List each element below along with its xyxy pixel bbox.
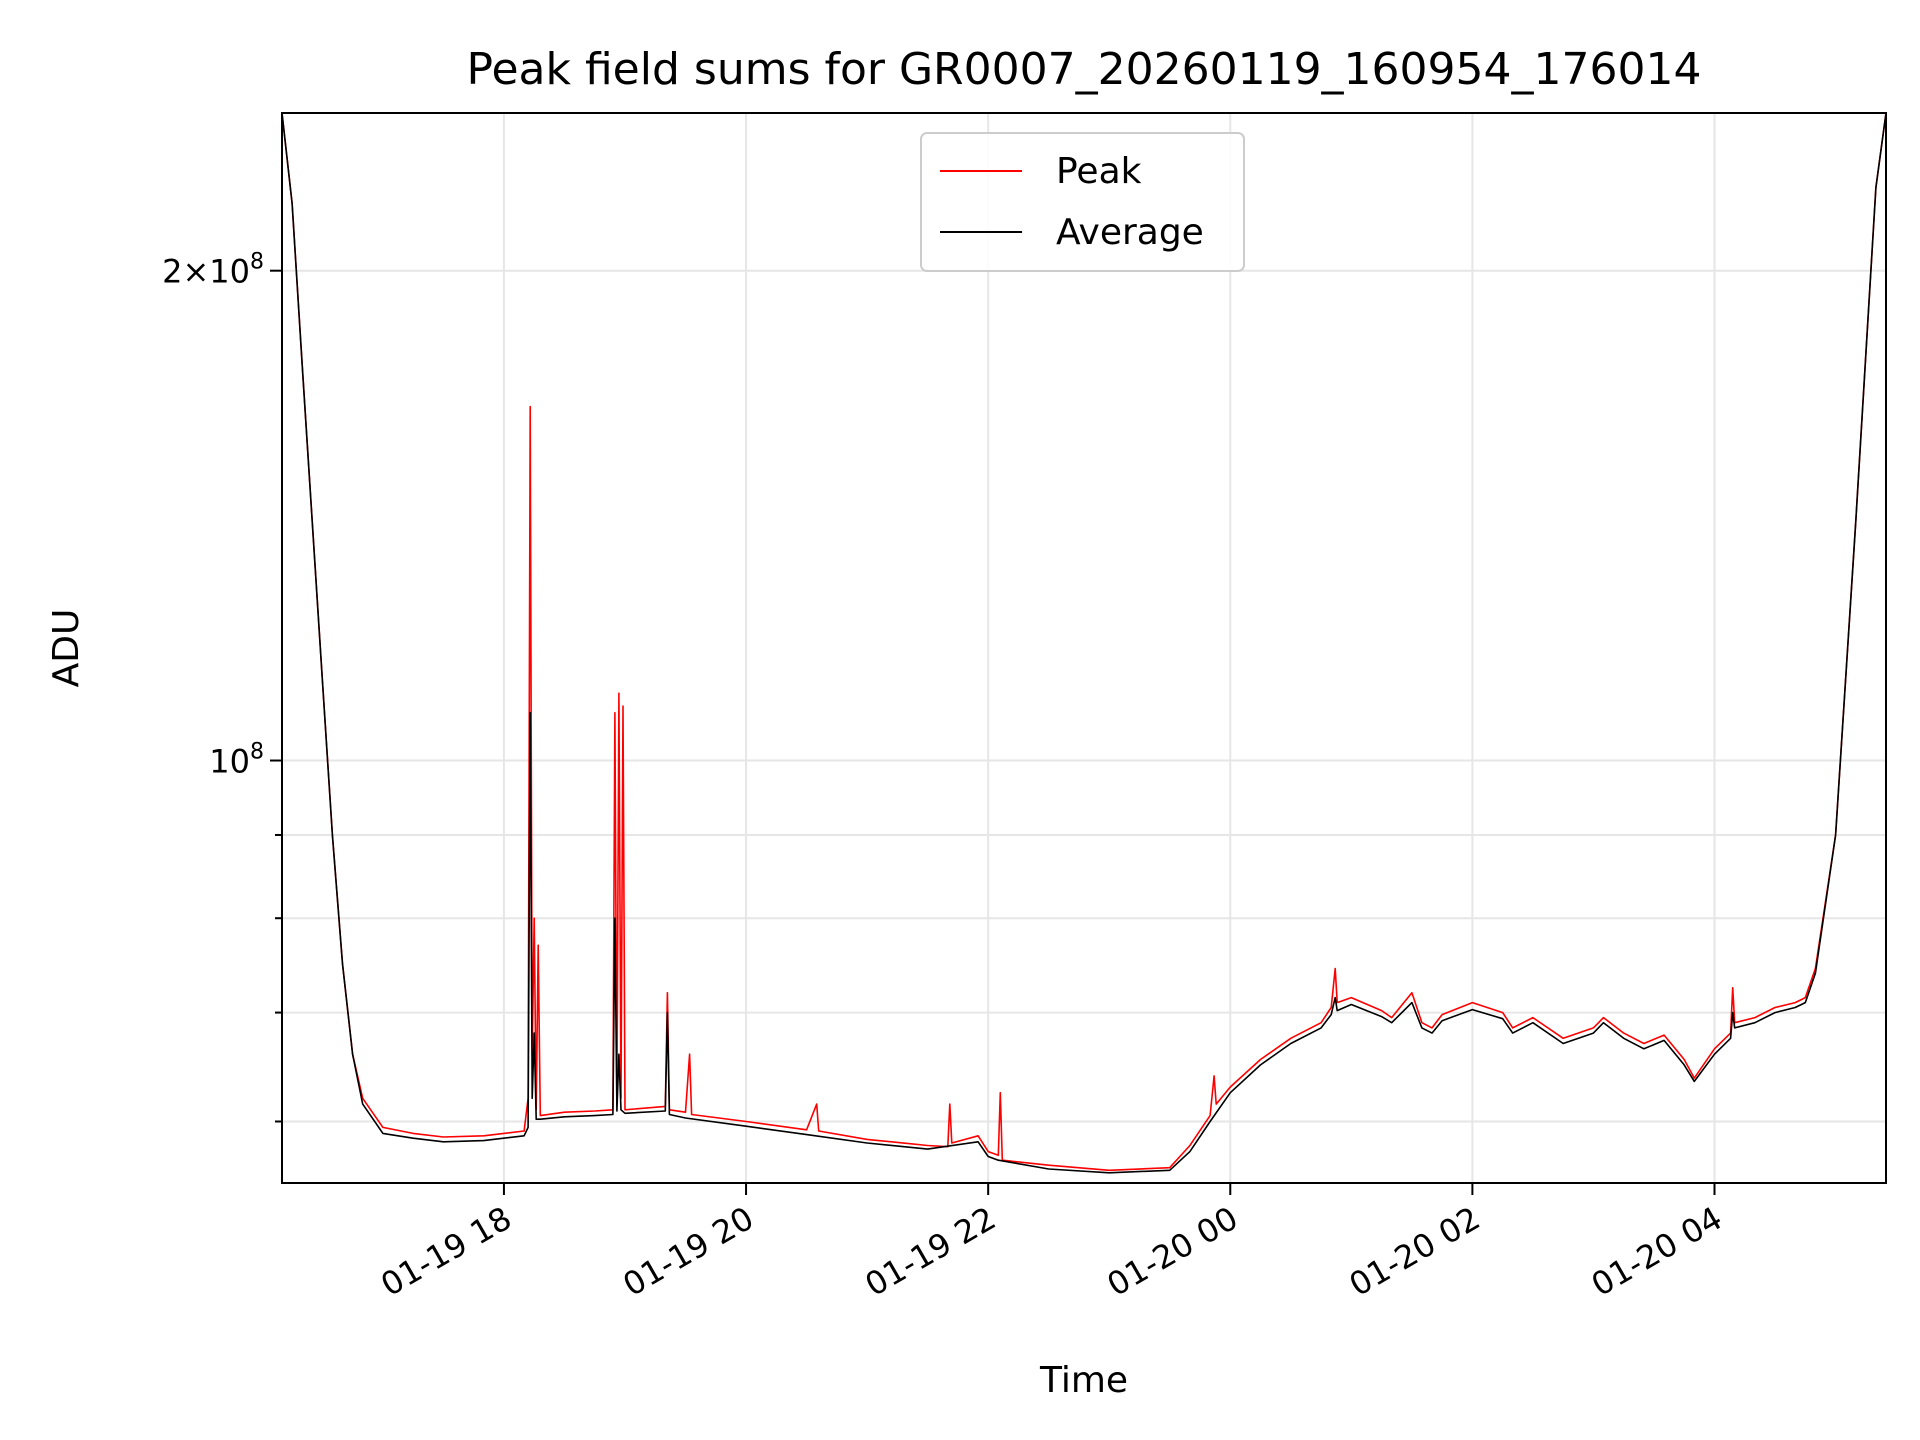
- x-tick-label: 01-19 22: [859, 1199, 1003, 1304]
- x-axis-label: Time: [1039, 1360, 1128, 1401]
- chart-title: Peak field sums for GR0007_20260119_1609…: [467, 44, 1702, 95]
- series-lines: [282, 113, 1886, 1174]
- y-tick-label: 108: [209, 740, 264, 781]
- x-tick-label: 01-20 00: [1101, 1199, 1245, 1304]
- x-tick-label: 01-20 02: [1343, 1199, 1487, 1304]
- x-axis: 01-19 18 01-19 20 01-19 22 01-20 00 01-20 02…: [374, 1183, 1729, 1304]
- legend-label-peak: Peak: [1056, 151, 1142, 192]
- y-axis: 108 2×108: [162, 250, 282, 1123]
- x-tick-label: 01-20 04: [1585, 1199, 1729, 1304]
- y-tick-label: 2×108: [162, 250, 264, 291]
- legend: Peak Average: [920, 132, 1245, 272]
- legend-label-average: Average: [1056, 212, 1204, 253]
- series-line-average: [282, 113, 1886, 1174]
- grid-lines: [282, 113, 1886, 1183]
- x-tick-label: 01-19 20: [616, 1199, 760, 1304]
- plot-frame: [281, 112, 1887, 1184]
- y-axis-label: ADU: [46, 609, 87, 688]
- legend-box: [920, 132, 1245, 272]
- x-tick-label: 01-19 18: [374, 1199, 518, 1304]
